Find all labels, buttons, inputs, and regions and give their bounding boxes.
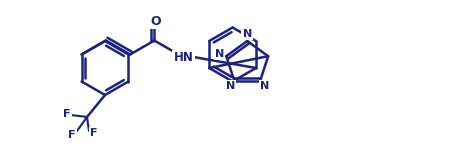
Text: N: N	[243, 29, 252, 39]
Text: F: F	[63, 109, 71, 119]
Text: O: O	[150, 15, 161, 28]
Text: N: N	[259, 81, 269, 92]
Text: F: F	[68, 130, 76, 140]
Text: N: N	[226, 81, 235, 92]
Text: F: F	[90, 128, 98, 138]
Text: N: N	[215, 49, 224, 59]
Text: HN: HN	[174, 51, 194, 64]
